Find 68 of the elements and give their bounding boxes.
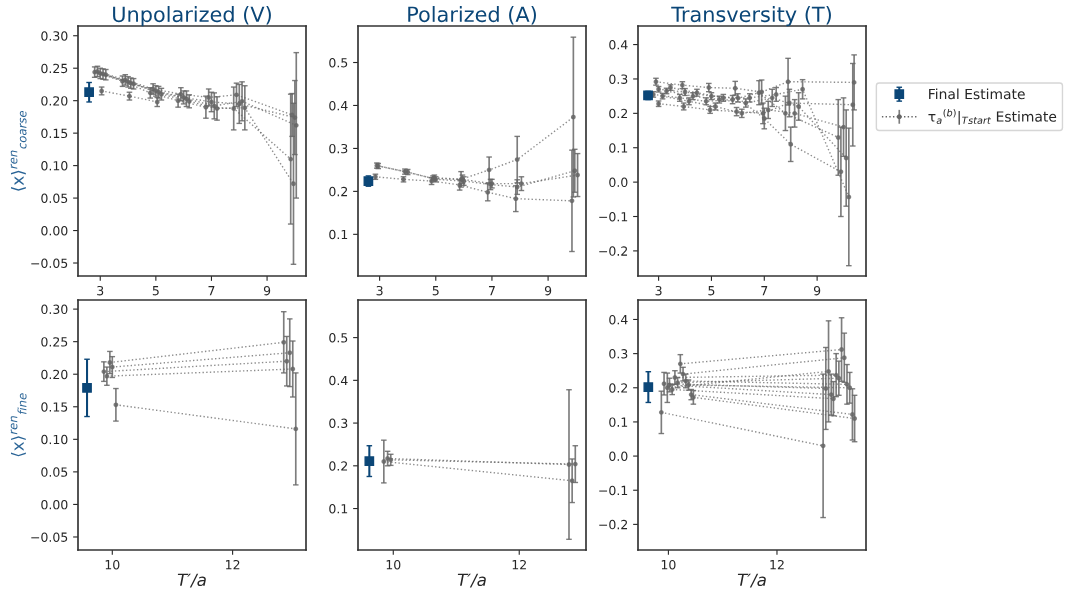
x-axis-title: T′/a <box>457 573 486 588</box>
y-tick-label: 0.3 <box>609 74 628 84</box>
x-tick-label: 10 <box>105 559 120 570</box>
y-tick-label: 0.10 <box>41 434 68 445</box>
y-tick-label: −0.1 <box>599 485 628 496</box>
y-tick-label: 0.1 <box>609 417 628 427</box>
x-tick-label: 9 <box>813 285 821 296</box>
y-tick-label: 0.2 <box>609 108 628 119</box>
y-tick-label: 0.05 <box>41 467 68 477</box>
x-axis-title: T′/a <box>737 573 766 588</box>
x-axis-title: T′/a <box>177 573 206 588</box>
legend-label: τ$_{a}$$^{(b)}$|$_{Tstart}$ Estimate <box>928 108 1057 125</box>
y-axis-title: ⟨x⟩$^{ren}$$_{coarse}$ <box>10 110 27 191</box>
y-tick-label: 0.1 <box>329 229 348 240</box>
y-tick-label: 0.1 <box>609 143 628 153</box>
x-tick-label: 7 <box>208 286 215 296</box>
x-tick-label: 7 <box>761 286 768 296</box>
chart-title: Unpolarized (V) <box>113 6 271 27</box>
x-tick-label: 12 <box>512 559 526 570</box>
x-tick-label: 9 <box>263 285 271 296</box>
y-tick-label: −0.05 <box>31 258 68 268</box>
y-tick-label: 0.5 <box>329 57 348 68</box>
y-tick-label: 0.30 <box>41 304 68 315</box>
y-tick-label: −0.2 <box>599 519 628 530</box>
y-tick-label: 0.4 <box>609 40 628 50</box>
y-tick-label: 0.0 <box>609 177 628 188</box>
y-tick-label: −0.1 <box>599 211 628 222</box>
x-tick-label: 12 <box>226 559 240 570</box>
y-tick-label: 0.20 <box>41 96 68 106</box>
x-tick-label: 5 <box>432 286 439 296</box>
y-tick-label: 0.0 <box>609 451 628 462</box>
y-tick-label: 0.4 <box>609 314 628 325</box>
y-tick-label: 0.05 <box>41 193 68 203</box>
x-tick-label: 12 <box>770 559 784 570</box>
x-tick-label: 3 <box>376 285 383 296</box>
x-tick-label: 7 <box>488 286 495 296</box>
x-tick-label: 9 <box>544 285 552 296</box>
y-tick-label: 0.4 <box>329 100 348 111</box>
y-tick-label: 0.15 <box>41 402 68 412</box>
y-tick-label: 0.1 <box>329 504 348 514</box>
y-tick-label: 0.30 <box>41 31 68 41</box>
x-tick-label: 5 <box>152 286 159 296</box>
x-tick-label: 5 <box>708 286 715 296</box>
chart-title: Polarized (A) <box>408 6 536 25</box>
y-tick-label: 0.00 <box>41 226 68 236</box>
y-tick-label: 0.00 <box>41 499 68 510</box>
y-tick-label: 0.3 <box>609 349 628 359</box>
y-tick-label: 0.20 <box>41 369 68 380</box>
y-tick-label: 0.5 <box>329 333 348 343</box>
y-tick-label: 0.3 <box>329 418 348 428</box>
y-tick-label: 0.2 <box>609 383 628 393</box>
x-tick-label: 3 <box>655 285 662 296</box>
y-tick-label: 0.10 <box>41 161 68 171</box>
y-tick-label: 0.25 <box>41 63 68 74</box>
y-tick-label: 0.3 <box>329 143 348 154</box>
y-tick-label: 0.2 <box>329 186 348 197</box>
x-tick-label: 3 <box>97 285 104 296</box>
y-tick-label: 0.4 <box>329 375 348 386</box>
y-tick-label: 0.2 <box>329 461 348 471</box>
legend-label: Final Estimate <box>929 88 1025 100</box>
x-tick-label: 10 <box>661 559 676 570</box>
y-tick-label: 0.25 <box>41 337 68 347</box>
y-tick-label: −0.05 <box>31 532 68 542</box>
y-axis-title: ⟨x⟩$^{ren}$$_{fine}$ <box>10 393 27 457</box>
y-tick-label: 0.15 <box>41 128 68 139</box>
chart-title: Transversity (T) <box>671 6 831 27</box>
x-tick-label: 10 <box>386 559 401 570</box>
y-tick-label: −0.2 <box>599 246 628 256</box>
